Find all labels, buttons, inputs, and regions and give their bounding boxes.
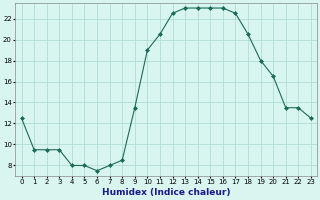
X-axis label: Humidex (Indice chaleur): Humidex (Indice chaleur) [102, 188, 230, 197]
